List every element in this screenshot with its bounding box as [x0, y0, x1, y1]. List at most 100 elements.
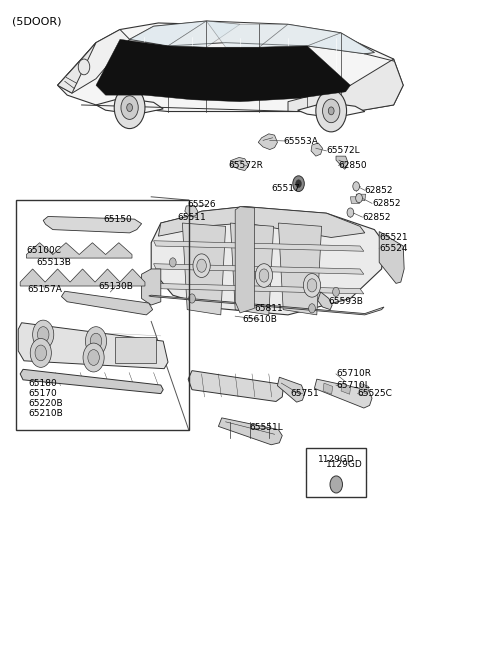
Text: 65220B: 65220B: [29, 399, 63, 408]
Circle shape: [37, 327, 49, 342]
Circle shape: [296, 180, 301, 188]
Text: 65526: 65526: [187, 200, 216, 209]
Polygon shape: [318, 292, 332, 310]
Circle shape: [35, 345, 47, 361]
Circle shape: [303, 274, 321, 297]
Polygon shape: [58, 23, 403, 112]
Polygon shape: [43, 216, 142, 233]
FancyBboxPatch shape: [306, 448, 366, 497]
Circle shape: [83, 343, 104, 372]
Text: 65513B: 65513B: [36, 258, 71, 267]
Polygon shape: [288, 59, 403, 112]
Text: 65710L: 65710L: [336, 380, 370, 390]
Polygon shape: [336, 156, 348, 169]
Polygon shape: [311, 143, 323, 156]
Text: 65517: 65517: [271, 184, 300, 194]
Circle shape: [328, 107, 334, 115]
Text: 65553A: 65553A: [283, 136, 318, 146]
Circle shape: [316, 90, 347, 132]
Polygon shape: [151, 207, 384, 315]
Circle shape: [356, 194, 362, 203]
Polygon shape: [130, 21, 206, 46]
Polygon shape: [230, 157, 249, 171]
Circle shape: [88, 350, 99, 365]
Polygon shape: [307, 33, 374, 54]
Text: 65180: 65180: [29, 379, 58, 388]
Circle shape: [293, 176, 304, 192]
Circle shape: [90, 333, 102, 349]
Polygon shape: [96, 100, 163, 113]
Polygon shape: [359, 383, 369, 394]
Text: 1129GD: 1129GD: [326, 460, 363, 469]
Polygon shape: [188, 371, 283, 401]
Circle shape: [330, 476, 343, 493]
Text: 62852: 62852: [362, 213, 391, 222]
Polygon shape: [154, 283, 364, 294]
Circle shape: [114, 87, 145, 129]
Polygon shape: [61, 291, 153, 315]
Polygon shape: [130, 21, 374, 54]
Circle shape: [197, 259, 206, 272]
Polygon shape: [168, 21, 240, 47]
Circle shape: [189, 294, 195, 303]
Text: 65751: 65751: [290, 389, 319, 398]
Polygon shape: [96, 39, 350, 102]
Polygon shape: [323, 383, 333, 394]
Circle shape: [333, 287, 339, 297]
Polygon shape: [258, 134, 277, 150]
Circle shape: [259, 269, 269, 282]
Polygon shape: [58, 43, 96, 93]
Polygon shape: [314, 379, 372, 408]
Text: 65150: 65150: [103, 215, 132, 224]
Text: 65610B: 65610B: [242, 315, 277, 324]
Polygon shape: [20, 269, 145, 286]
Polygon shape: [158, 207, 365, 237]
Circle shape: [78, 59, 90, 75]
Text: 65551L: 65551L: [250, 423, 283, 432]
Polygon shape: [154, 264, 364, 274]
Text: 65525C: 65525C: [358, 389, 393, 398]
Circle shape: [353, 182, 360, 191]
Polygon shape: [18, 323, 168, 369]
Polygon shape: [341, 383, 350, 394]
Bar: [115, 337, 156, 363]
Polygon shape: [154, 241, 364, 251]
Text: 65572L: 65572L: [326, 146, 360, 155]
Text: 65572R: 65572R: [228, 161, 263, 170]
Text: (5DOOR): (5DOOR): [12, 16, 61, 26]
Polygon shape: [142, 269, 161, 305]
Polygon shape: [230, 223, 274, 315]
Polygon shape: [206, 21, 288, 47]
Text: 65521: 65521: [379, 233, 408, 242]
Text: 65157A: 65157A: [28, 285, 63, 295]
Polygon shape: [298, 104, 365, 117]
Text: 65511: 65511: [178, 213, 206, 222]
Polygon shape: [379, 232, 404, 283]
Text: 65710R: 65710R: [336, 369, 371, 379]
Text: 65210B: 65210B: [29, 409, 63, 418]
Circle shape: [307, 279, 317, 292]
Text: 65811: 65811: [254, 304, 283, 313]
Polygon shape: [356, 194, 366, 201]
Polygon shape: [185, 205, 198, 216]
Text: 65100C: 65100C: [26, 246, 61, 255]
Circle shape: [33, 320, 54, 349]
Circle shape: [85, 327, 107, 356]
Polygon shape: [277, 377, 305, 402]
Circle shape: [347, 208, 354, 217]
Circle shape: [255, 264, 273, 287]
Polygon shape: [259, 24, 341, 47]
Polygon shape: [218, 418, 282, 445]
Circle shape: [121, 96, 138, 119]
Text: 65524: 65524: [379, 244, 408, 253]
Polygon shape: [182, 223, 226, 315]
Text: 62852: 62852: [372, 199, 400, 208]
Polygon shape: [278, 223, 322, 315]
Polygon shape: [58, 30, 130, 93]
Circle shape: [323, 99, 340, 123]
Polygon shape: [20, 369, 163, 394]
Text: 62850: 62850: [338, 161, 367, 170]
Text: 62852: 62852: [365, 186, 393, 195]
Polygon shape: [26, 243, 132, 258]
Text: 65170: 65170: [29, 389, 58, 398]
